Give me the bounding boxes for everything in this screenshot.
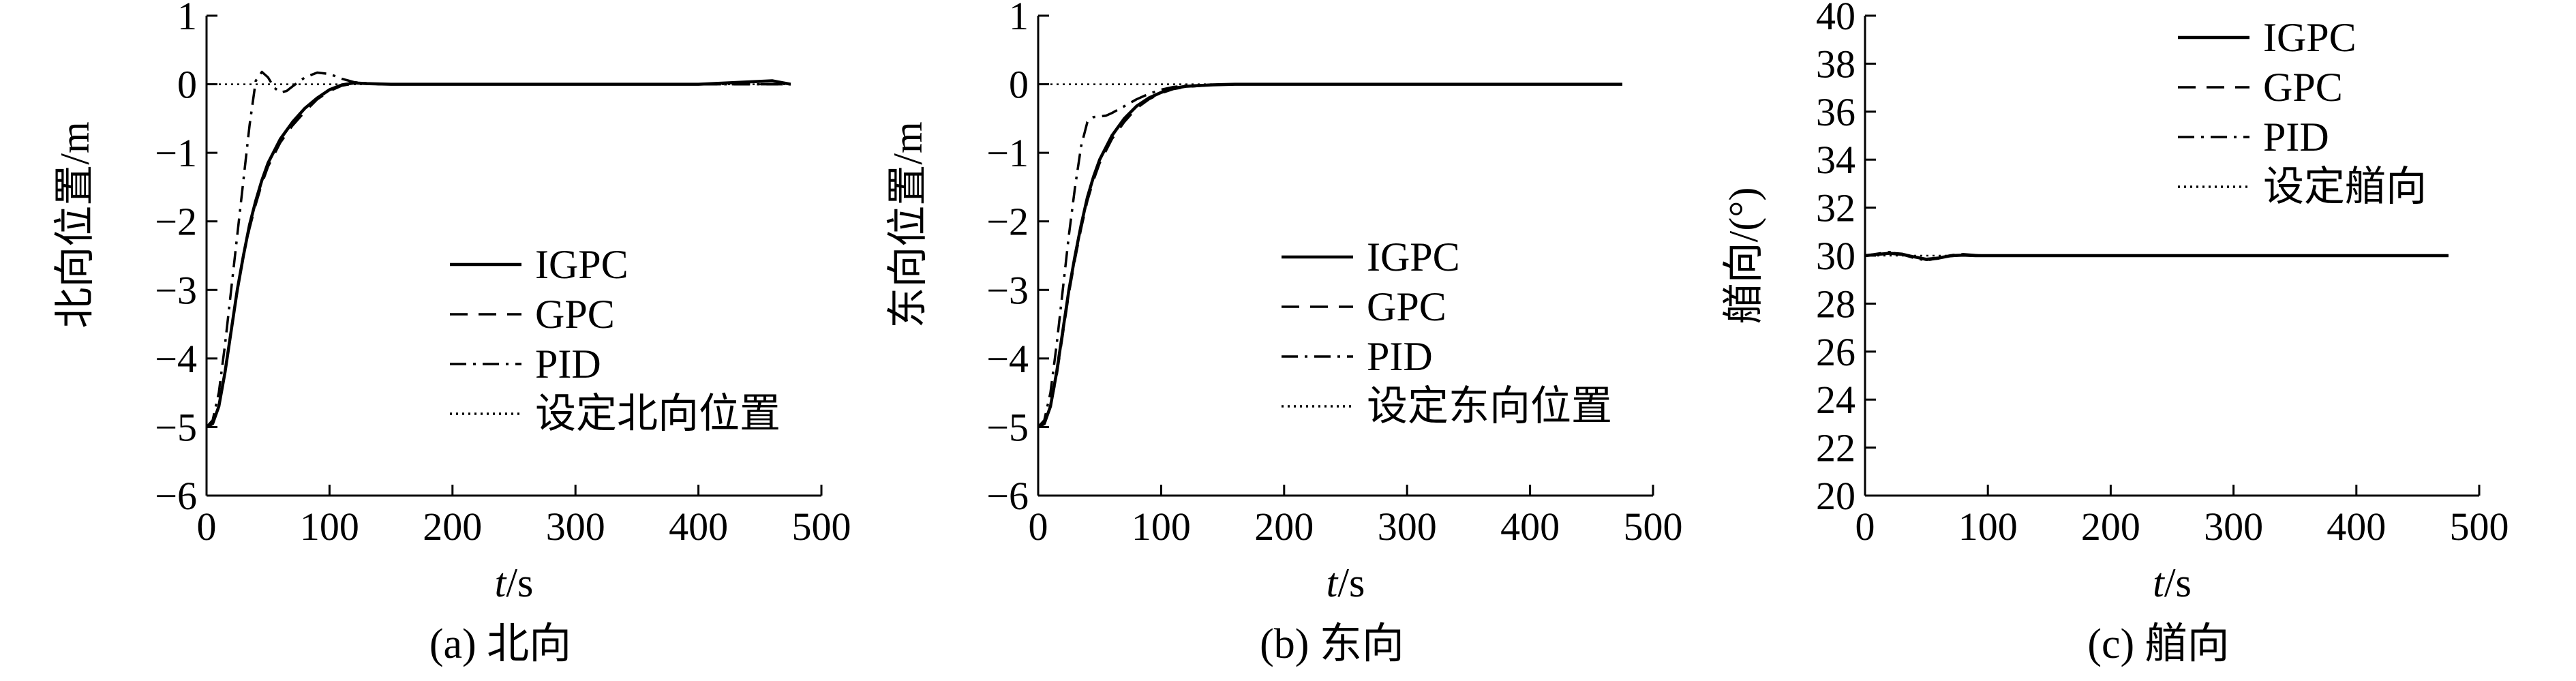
x-tick-label: 200 bbox=[423, 504, 482, 549]
x-axis-label-var: t bbox=[495, 560, 507, 605]
y-tick-label: 26 bbox=[1816, 330, 1855, 374]
y-tick-label: 40 bbox=[1816, 0, 1855, 38]
legend-label: PID bbox=[2263, 115, 2329, 160]
x-tick-label: 100 bbox=[1958, 504, 2018, 549]
x-tick-label: 500 bbox=[2450, 504, 2509, 549]
legend: IGPC GPC PID 设定东向位置 bbox=[1282, 234, 1612, 429]
y-tick-label: −4 bbox=[986, 337, 1029, 381]
y-tick-label: −5 bbox=[155, 405, 197, 449]
y-tick-label: 24 bbox=[1816, 378, 1855, 422]
y-tick-label: 28 bbox=[1816, 282, 1855, 326]
x-tick-label: 300 bbox=[2204, 504, 2263, 549]
y-tick-label: 0 bbox=[1009, 63, 1029, 107]
y-axis-label: 东向位置/m bbox=[885, 121, 930, 328]
x-tick-label: 500 bbox=[792, 504, 851, 549]
y-tick-label: 20 bbox=[1816, 474, 1855, 518]
x-tick-label: 300 bbox=[546, 504, 605, 549]
y-tick-label: −1 bbox=[986, 131, 1029, 175]
y-tick-label: 0 bbox=[177, 63, 197, 107]
y-tick-label: −1 bbox=[155, 131, 197, 175]
x-tick-label: 300 bbox=[1378, 504, 1437, 549]
series-line-solid bbox=[205, 79, 791, 429]
legend-label: IGPC bbox=[535, 242, 628, 287]
legend-label: IGPC bbox=[1367, 234, 1460, 279]
x-axis-label: t/s bbox=[495, 560, 534, 605]
legend-label: PID bbox=[1367, 334, 1433, 379]
series-line-dashed bbox=[1037, 82, 1622, 428]
y-tick-label: 36 bbox=[1816, 90, 1855, 134]
x-axis-label-unit: /s bbox=[506, 560, 533, 605]
legend-label: GPC bbox=[1367, 284, 1446, 329]
panel-caption: (c) 艏向 bbox=[2087, 621, 2229, 667]
panel-caption: (a) 北向 bbox=[429, 621, 571, 667]
y-tick-label: 30 bbox=[1816, 234, 1855, 278]
y-tick-label: −3 bbox=[986, 268, 1029, 312]
x-tick-label: 100 bbox=[300, 504, 359, 549]
x-axis-label-unit: /s bbox=[1337, 560, 1365, 605]
x-axis-label: t/s bbox=[2153, 560, 2192, 605]
x-tick-label: 100 bbox=[1132, 504, 1191, 549]
y-tick-label: 34 bbox=[1816, 138, 1855, 182]
legend-label: 设定艏向 bbox=[2263, 164, 2427, 209]
x-tick-label: 200 bbox=[2081, 504, 2140, 549]
x-tick-label: 0 bbox=[1029, 504, 1048, 549]
y-tick-label: −5 bbox=[986, 405, 1029, 449]
x-axis-label: t/s bbox=[1327, 560, 1365, 605]
x-tick-label: 400 bbox=[669, 504, 728, 549]
y-tick-label: −4 bbox=[155, 337, 197, 381]
chart-panel-1: 0 100 200 300 400 500 −6 −5 −4 −3 −2 −1 0 1 IGPC GPC PID… bbox=[52, 0, 851, 667]
y-tick-label: −2 bbox=[155, 200, 197, 244]
legend-label: IGPC bbox=[2263, 15, 2357, 60]
y-tick-label: −3 bbox=[155, 268, 197, 312]
x-axis-label-var: t bbox=[2153, 560, 2165, 605]
legend-label: 设定东向位置 bbox=[1367, 384, 1612, 429]
y-tick-label: 1 bbox=[177, 0, 197, 38]
x-axis-label-var: t bbox=[1327, 560, 1339, 605]
y-tick-label: 38 bbox=[1816, 42, 1855, 86]
legend-label: GPC bbox=[535, 292, 615, 337]
y-tick-label: −6 bbox=[986, 474, 1029, 518]
series-line-dashed bbox=[206, 82, 791, 428]
x-axis-label-unit: /s bbox=[2164, 560, 2192, 605]
x-tick-label: 500 bbox=[1624, 504, 1683, 549]
y-tick-label: −2 bbox=[986, 200, 1029, 244]
y-tick-label: 22 bbox=[1816, 426, 1855, 470]
legend-label: GPC bbox=[2263, 65, 2343, 110]
y-tick-label: 32 bbox=[1816, 186, 1855, 230]
x-tick-label: 0 bbox=[197, 504, 217, 549]
y-axis-label: 北向位置/m bbox=[52, 121, 97, 328]
legend-label: PID bbox=[535, 342, 601, 387]
x-tick-label: 0 bbox=[1855, 504, 1875, 549]
y-tick-label: −6 bbox=[155, 474, 197, 518]
y-tick-label: 1 bbox=[1009, 0, 1029, 38]
legend-label: 设定北向位置 bbox=[535, 391, 781, 436]
panel-caption: (b) 东向 bbox=[1260, 621, 1404, 667]
y-axis-label: 艏向/(°) bbox=[1721, 187, 1766, 324]
x-tick-label: 400 bbox=[2327, 504, 2386, 549]
x-tick-label: 400 bbox=[1500, 504, 1560, 549]
x-tick-label: 200 bbox=[1254, 504, 1314, 549]
chart-panel-2: 0 100 200 300 400 500 −6 −5 −4 −3 −2 −1 0 1 IGPC GPC PID… bbox=[885, 0, 1683, 667]
